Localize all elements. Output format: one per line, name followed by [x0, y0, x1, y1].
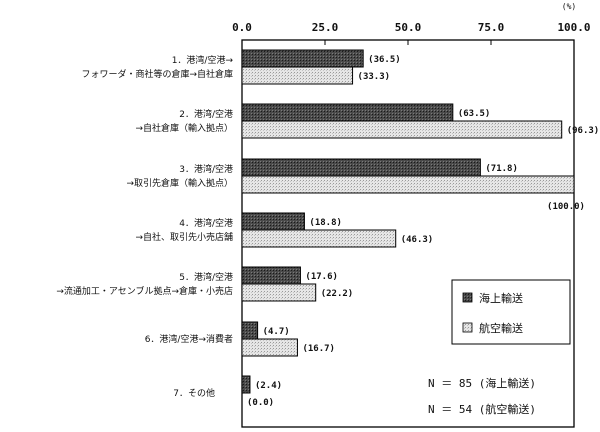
category-label: 4．港湾/空港	[179, 217, 233, 229]
bar-sea	[241, 321, 259, 340]
legend-swatch-air	[462, 322, 473, 333]
category-label: 5．港湾/空港	[179, 271, 233, 283]
category-label: 2．港湾/空港	[179, 108, 233, 120]
legend-swatch-sea	[462, 292, 473, 303]
data-label-air: (16.7)	[302, 344, 335, 354]
bar-air	[241, 229, 397, 248]
legend-label-air: 航空輸送	[479, 321, 523, 335]
bar-air	[241, 175, 575, 194]
bar-sea	[241, 158, 481, 177]
x-tick-label: 75.0	[478, 21, 505, 34]
bar-sea	[241, 49, 364, 68]
bar-sea	[241, 212, 305, 231]
data-label-air: (96.3)	[567, 126, 600, 136]
unit-label: (%)	[562, 2, 576, 11]
data-label-sea: (4.7)	[263, 327, 290, 337]
x-tick-label: 0.0	[232, 21, 252, 34]
data-label-sea: (2.4)	[255, 381, 282, 391]
data-label-air: (46.3)	[401, 235, 434, 245]
legend-box	[451, 279, 571, 345]
n-sea-note: N ＝ 85 (海上輸送)	[428, 376, 536, 390]
bar-air	[241, 283, 317, 302]
bar-air	[241, 120, 563, 139]
data-label-sea: (63.5)	[458, 109, 491, 119]
category-label: 6．港湾/空港→消費者	[145, 333, 233, 345]
data-label-sea: (18.8)	[309, 218, 342, 228]
x-tick-label: 25.0	[312, 21, 339, 34]
category-label: 3．港湾/空港	[179, 163, 233, 175]
category-label: →自社、取引先小売店舗	[135, 231, 233, 243]
bar-air	[241, 66, 354, 85]
data-label-sea: (36.5)	[368, 55, 401, 65]
category-label: 1．港湾/空港→	[172, 54, 234, 66]
x-tick-label: 50.0	[395, 21, 422, 34]
x-tick-label: 100.0	[557, 21, 590, 34]
n-air-note: N ＝ 54 (航空輸送)	[428, 402, 536, 416]
legend-label-sea: 海上輸送	[479, 291, 523, 305]
data-label-air: (100.0)	[547, 202, 585, 212]
category-label: →自社倉庫（輸入拠点）	[135, 122, 233, 134]
bar-air	[241, 338, 298, 357]
data-label-sea: (17.6)	[305, 272, 338, 282]
data-label-sea: (71.8)	[485, 164, 518, 174]
bar-sea	[241, 103, 454, 122]
category-label: 7．その他	[173, 387, 215, 399]
data-label-air: (22.2)	[321, 289, 354, 299]
bar-sea	[241, 375, 251, 394]
legend: 海上輸送 航空輸送	[451, 279, 571, 345]
data-label-air: (33.3)	[358, 72, 391, 82]
category-label: フォワーダ・商社等の倉庫→自社倉庫	[81, 68, 233, 80]
category-label: →取引先倉庫（輸入拠点）	[126, 177, 233, 189]
data-label-air: (0.0)	[247, 398, 274, 408]
bar-sea	[241, 266, 301, 285]
category-label: →流通加工・アセンブル拠点→倉庫・小売店	[56, 285, 233, 297]
